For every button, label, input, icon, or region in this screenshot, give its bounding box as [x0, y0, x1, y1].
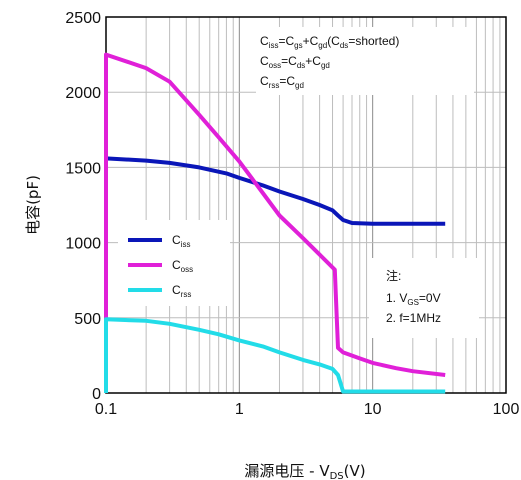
legend-label-crss: Crss — [172, 283, 191, 299]
y-tick-label: 0 — [92, 386, 101, 403]
x-tick-label: 100 — [493, 401, 520, 418]
notes-box-bg — [369, 258, 479, 338]
y-tick-label: 1500 — [65, 160, 101, 177]
notes-title: 注: — [386, 268, 401, 283]
y-axis-title: 电容(pF) — [24, 175, 42, 235]
note-line: 2. f=1MHz — [386, 311, 441, 325]
x-axis-title: 漏源电压 - VDS(V) — [244, 462, 365, 480]
formula-box-bg — [256, 27, 474, 95]
y-tick-label: 2500 — [65, 10, 101, 27]
formula-line: Crss=Cgd — [260, 74, 304, 90]
series-line-ciss — [105, 156, 446, 226]
notes-annotation: 注: 1. VGS=0V 2. f=1MHz — [369, 258, 479, 338]
y-tick-label: 500 — [74, 311, 101, 328]
formula-line: Ciss=Cgs+Cgd(Cds=shorted) — [260, 34, 399, 50]
x-tick-label: 1 — [235, 401, 244, 418]
x-tick-label: 0.1 — [95, 401, 117, 418]
note-line: 1. VGS=0V — [386, 291, 441, 307]
series-line-coss — [104, 52, 446, 377]
series-line-crss — [104, 317, 446, 394]
axis-titles: 漏源电压 - VDS(V) 电容(pF) — [24, 175, 366, 480]
y-tick-label: 1000 — [65, 236, 101, 253]
x-tick-label: 10 — [364, 401, 382, 418]
legend-label-coss: Coss — [172, 258, 193, 274]
formula-annotation: Ciss=Cgs+Cgd(Cds=shorted) Coss=Cds+Cgd Crs… — [256, 27, 474, 95]
formula-line: Coss=Cds+Cgd — [260, 54, 330, 70]
legend-label-ciss: Ciss — [172, 233, 190, 249]
legend: Ciss Coss Crss — [118, 220, 230, 306]
y-tick-label: 2000 — [65, 85, 101, 102]
series-group — [104, 52, 446, 394]
